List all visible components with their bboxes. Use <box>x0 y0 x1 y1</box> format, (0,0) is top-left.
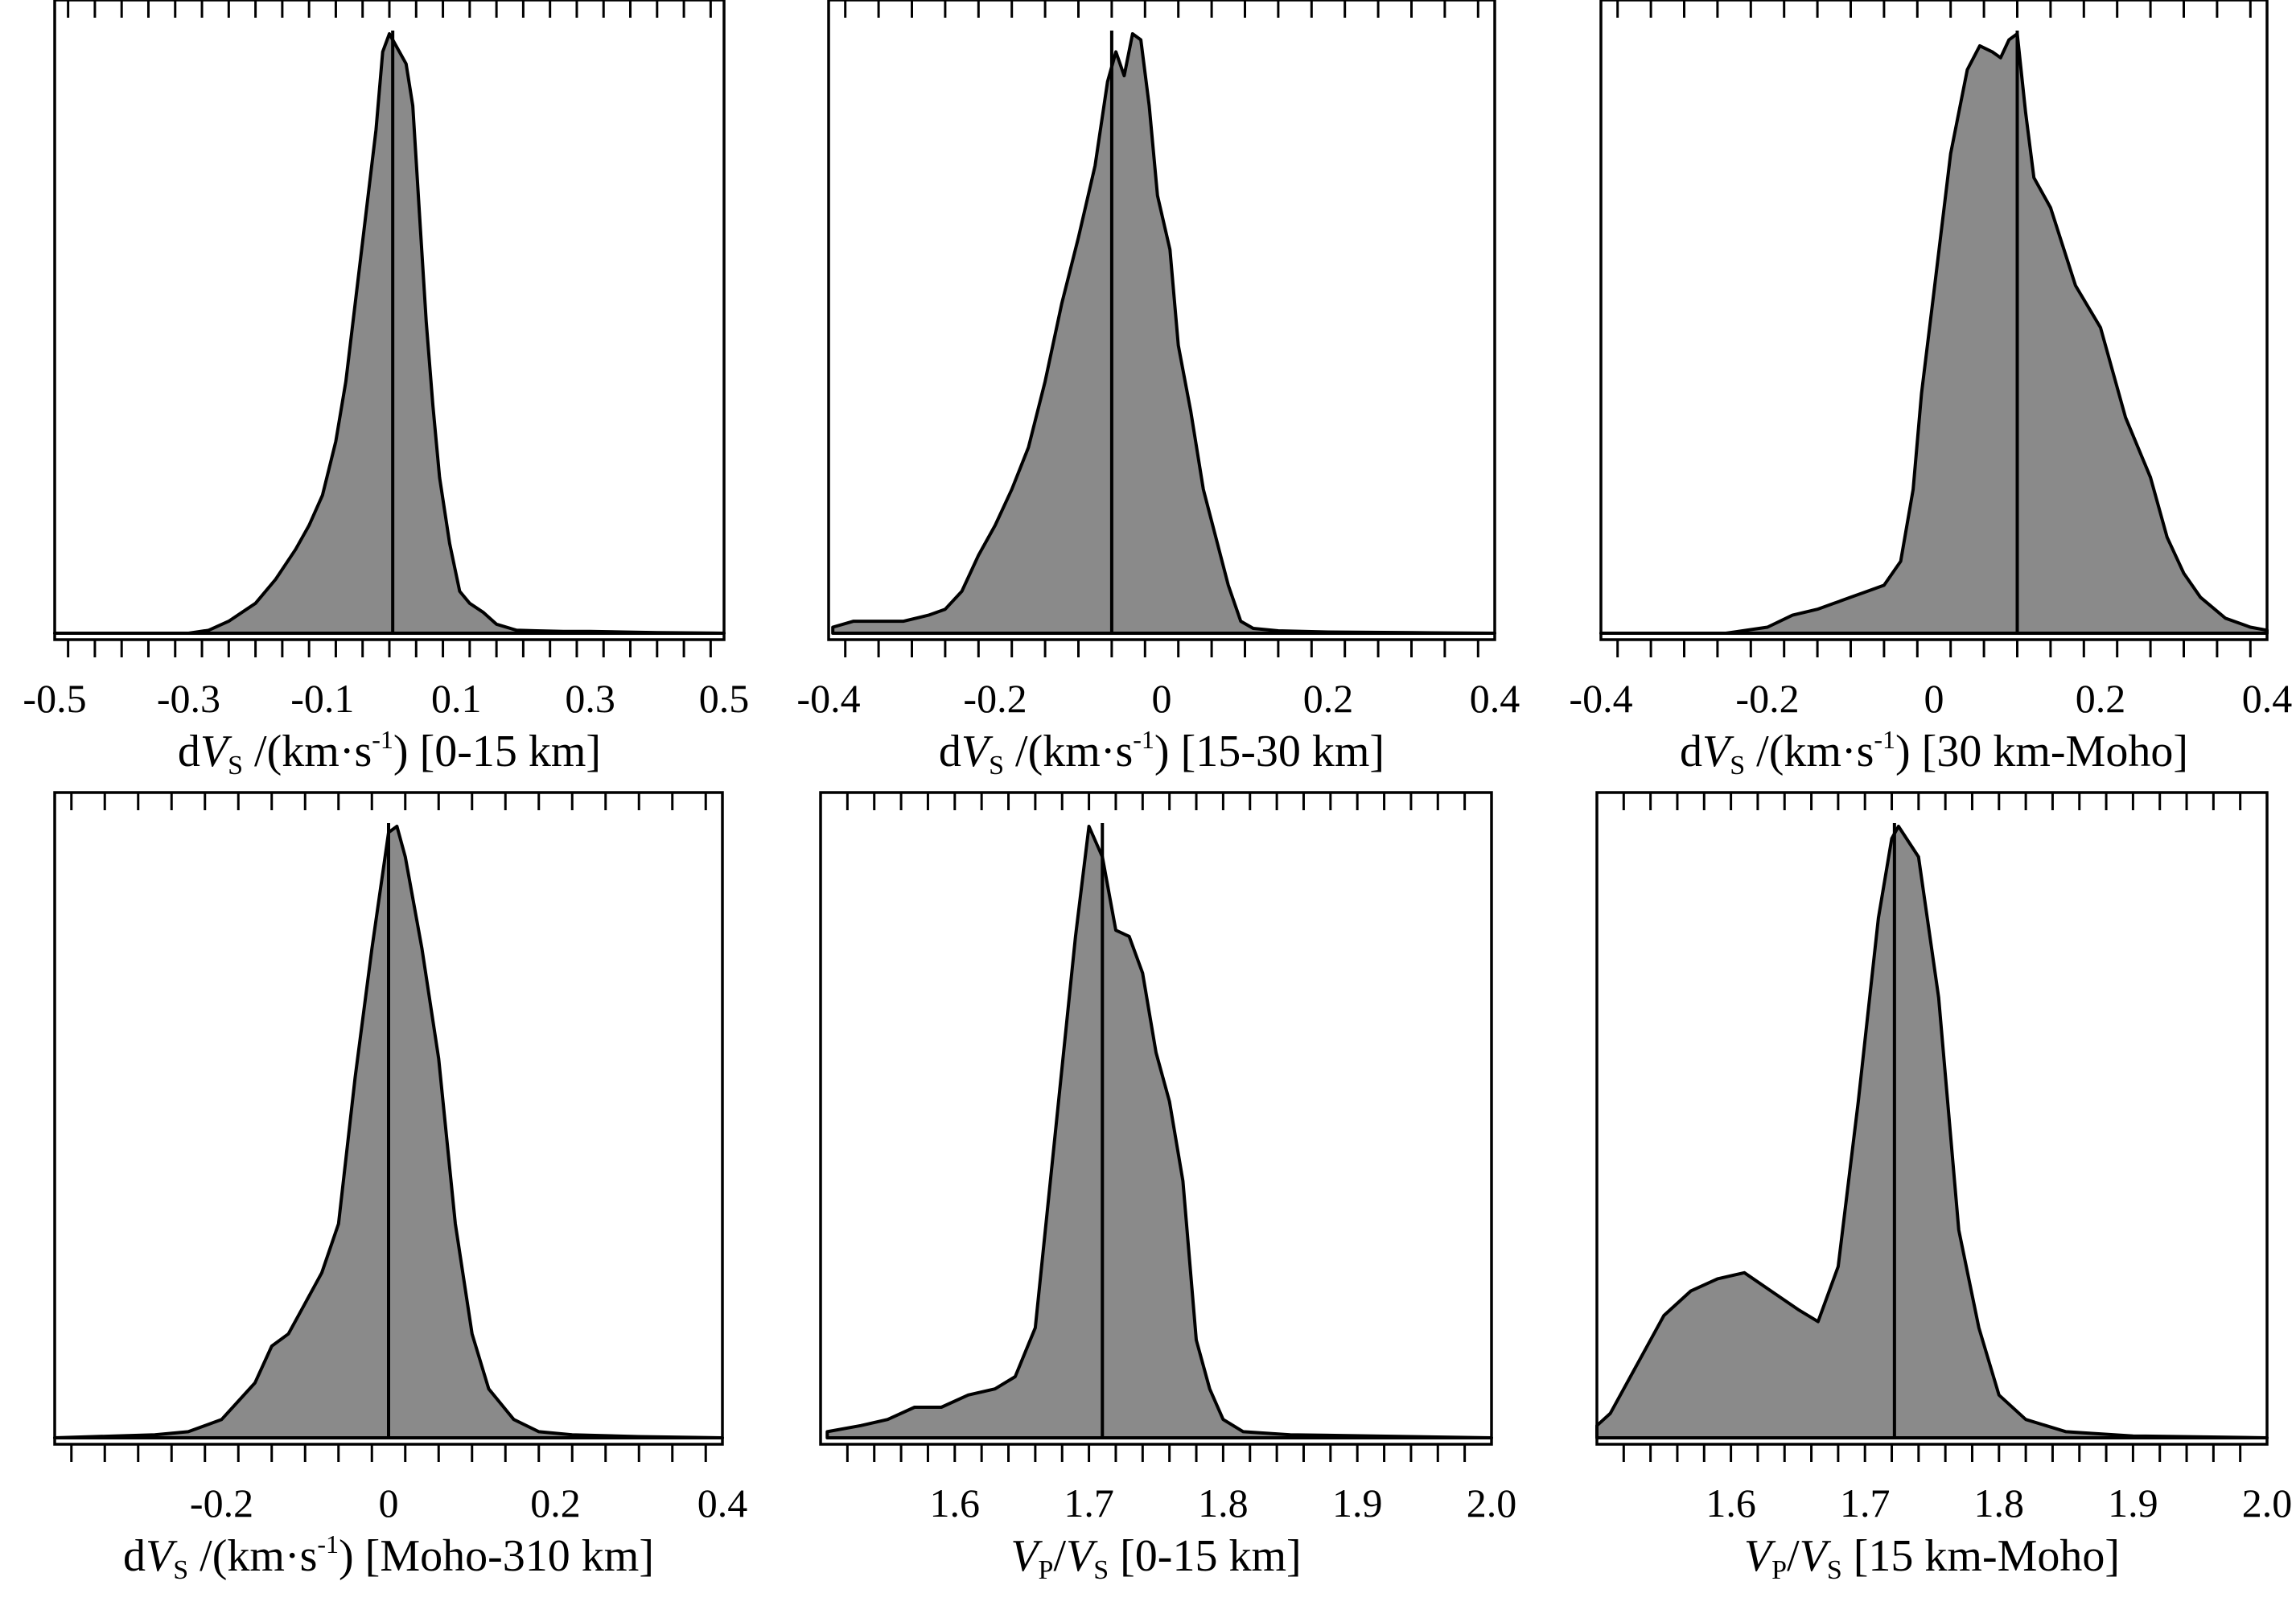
plot-frame <box>1595 791 2269 1446</box>
tick-label: 1.9 <box>1332 1480 1383 1526</box>
tick-label: 0.4 <box>697 1480 748 1526</box>
x-axis-label: dVS /(km·s-1) [0-15 km] <box>178 725 601 780</box>
tick-label: 1.7 <box>1840 1480 1891 1526</box>
x-axis-label: VP/VS [0-15 km] <box>1010 1531 1301 1585</box>
tick-label: 0.2 <box>2076 676 2126 721</box>
tick-label: -0.2 <box>190 1480 253 1526</box>
distribution-area <box>1599 32 2269 635</box>
tick-label: 0 <box>1924 676 1944 721</box>
tick-label: 0.4 <box>2242 676 2293 721</box>
distribution-area <box>53 32 726 635</box>
panel-f: 1.6 1.7 1.8 1.9 2.0 VP/VS [15 km-Moho] <box>1595 791 2293 1585</box>
tick-label: 0.2 <box>1303 676 1354 721</box>
tick-label: -0.4 <box>796 676 860 721</box>
tick-label: 0.3 <box>565 676 615 721</box>
tick-label: 0 <box>1152 676 1172 721</box>
tick-label: -0.5 <box>23 676 86 721</box>
tick-label: -0.3 <box>157 676 220 721</box>
tick-label: -0.2 <box>963 676 1027 721</box>
distribution-area <box>831 32 1496 635</box>
plot-frame <box>53 791 724 1446</box>
tick-label: 0 <box>379 1480 399 1526</box>
x-axis-label: dVS /(km·s-1) [Moho-310 km] <box>123 1530 654 1585</box>
tick-label: 0.2 <box>530 1480 581 1526</box>
tick-label: -0.1 <box>290 676 354 721</box>
tick-label: 1.7 <box>1064 1480 1114 1526</box>
tick-label: 0.1 <box>431 676 482 721</box>
distribution-area <box>825 825 1493 1439</box>
plot-frame <box>819 791 1493 1446</box>
tick-label: -0.2 <box>1735 676 1799 721</box>
x-axis-label: dVS /(km·s-1) [30 km-Moho] <box>1680 725 2188 780</box>
tick-label: 1.8 <box>1974 1480 2025 1526</box>
tick-label: 1.8 <box>1198 1480 1249 1526</box>
distribution-area <box>1595 825 2269 1439</box>
tick-label: 1.6 <box>930 1480 981 1526</box>
plot-frame <box>827 0 1496 641</box>
x-axis-label: dVS /(km·s-1) [15-30 km] <box>939 725 1385 780</box>
tick-label: 0.4 <box>1470 676 1520 721</box>
tick-label: 1.9 <box>2108 1480 2158 1526</box>
tick-label: 1.6 <box>1706 1480 1756 1526</box>
panel-a: -0.5 -0.3 -0.1 0.1 0.3 0.5 dVS /(km·s-1) [0-15… <box>23 0 749 780</box>
panel-d: -0.2 0 0.2 0.4 dVS /(km·s-1) [Moho-310 km] <box>53 791 748 1585</box>
x-axis-label: VP/VS [15 km-Moho] <box>1744 1531 2120 1585</box>
tick-label: 2.0 <box>1467 1480 1517 1526</box>
panel-c: -0.4 -0.2 0 0.2 0.4 dVS /(km·s-1) [30 km-Moho… <box>1569 0 2292 780</box>
panel-b: -0.4 -0.2 0 0.2 0.4 dVS /(km·s-1) [15-30 km] <box>796 0 1520 780</box>
plot-frame <box>1599 0 2269 641</box>
tick-label: 0.5 <box>699 676 750 721</box>
tick-label: -0.4 <box>1569 676 1632 721</box>
tick-label: 2.0 <box>2242 1480 2293 1526</box>
panel-e: 1.6 1.7 1.8 1.9 2.0 VP/VS [0-15 km] <box>819 791 1517 1585</box>
